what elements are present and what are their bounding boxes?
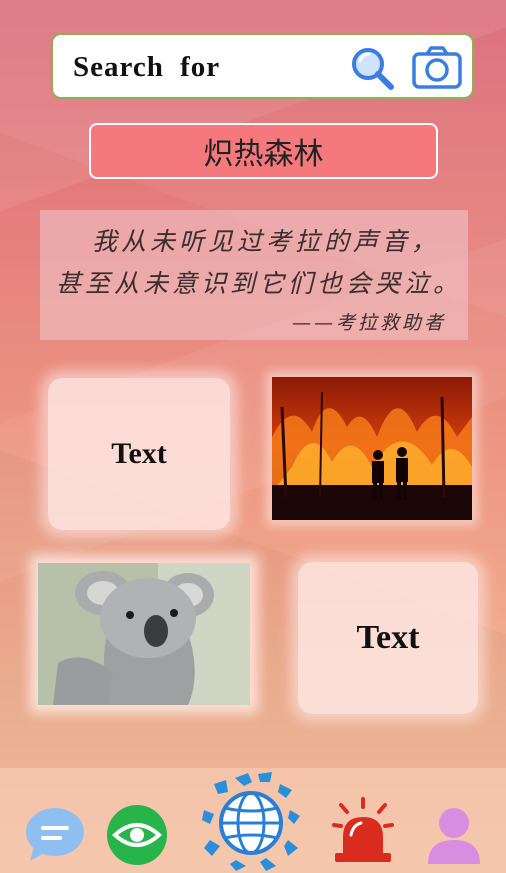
globe-icon[interactable] (200, 770, 302, 872)
search-icon[interactable] (348, 44, 396, 92)
search-bar[interactable]: Search for (51, 33, 474, 99)
quote-author: ——考拉救助者 (291, 312, 446, 334)
text-card-top-left[interactable]: Text (48, 378, 230, 530)
search-label: Search for (73, 51, 221, 83)
eye-icon[interactable] (104, 805, 170, 865)
quote-line-2: 甚至从未意识到它们也会哭泣。 (56, 269, 463, 298)
quote-line-1: 我从未听见过考拉的声音， (92, 227, 441, 256)
chat-icon[interactable] (24, 805, 86, 863)
page-title: 炽热森林 (89, 123, 438, 179)
text-card-bottom-right[interactable]: Text (298, 562, 478, 714)
koala-image[interactable] (38, 563, 250, 705)
camera-icon[interactable] (411, 45, 463, 91)
quote-box: 我从未听见过考拉的声音， 甚至从未意识到它们也会哭泣。 ——考拉救助者 (40, 210, 468, 340)
user-icon[interactable] (426, 806, 482, 864)
forest-fire-image[interactable] (272, 377, 472, 520)
alarm-icon[interactable] (331, 797, 395, 864)
